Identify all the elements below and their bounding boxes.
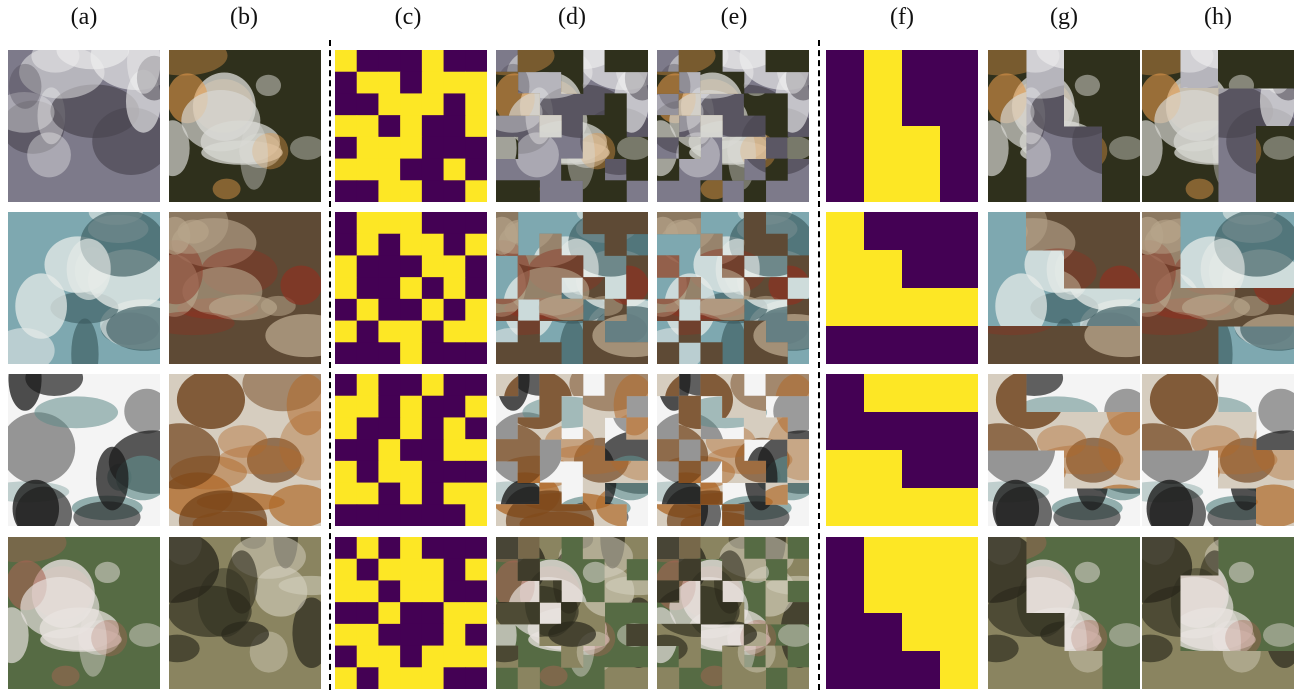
fine-mix-alt-tile: [657, 212, 809, 364]
coarse-mix-alt-tile: [1142, 537, 1294, 689]
coarse-mask-tile: [826, 50, 978, 202]
coarse-mask-tile: [826, 537, 978, 689]
coarse-mix-alt-tile: [1142, 212, 1294, 364]
fine-mask-tile: [335, 212, 487, 364]
coarse-mix-tile: [988, 374, 1140, 526]
coarse-mask-tile: [826, 374, 978, 526]
fine-mix-tile: [496, 537, 648, 689]
column-label-h: (h): [1204, 4, 1232, 30]
fine-mix-alt-tile: [657, 50, 809, 202]
column-label-c: (c): [394, 4, 422, 30]
image-b-tile: [169, 374, 321, 526]
image-a-tile: [8, 212, 160, 364]
coarse-mix-tile: [988, 50, 1140, 202]
coarse-mix-alt-tile: [1142, 50, 1294, 202]
fine-mask-tile: [335, 50, 487, 202]
image-b-tile: [169, 537, 321, 689]
image-b-tile: [169, 50, 321, 202]
column-label-a: (a): [70, 4, 98, 30]
fine-mix-alt-tile: [657, 537, 809, 689]
coarse-mix-tile: [988, 537, 1140, 689]
coarse-mix-tile: [988, 212, 1140, 364]
dashed-divider-left: [329, 40, 331, 690]
fine-mix-tile: [496, 212, 648, 364]
column-label-e: (e): [720, 4, 748, 30]
fine-mask-tile: [335, 374, 487, 526]
column-label-b: (b): [230, 4, 258, 30]
coarse-mask-tile: [826, 212, 978, 364]
coarse-mix-alt-tile: [1142, 374, 1294, 526]
column-label-g: (g): [1050, 4, 1078, 30]
fine-mix-tile: [496, 50, 648, 202]
column-label-d: (d): [558, 4, 586, 30]
fine-mask-tile: [335, 537, 487, 689]
dashed-divider-right: [818, 40, 820, 690]
image-a-tile: [8, 50, 160, 202]
column-label-f: (f): [890, 4, 914, 30]
fine-mix-alt-tile: [657, 374, 809, 526]
image-b-tile: [169, 212, 321, 364]
fine-mix-tile: [496, 374, 648, 526]
image-a-tile: [8, 374, 160, 526]
image-a-tile: [8, 537, 160, 689]
